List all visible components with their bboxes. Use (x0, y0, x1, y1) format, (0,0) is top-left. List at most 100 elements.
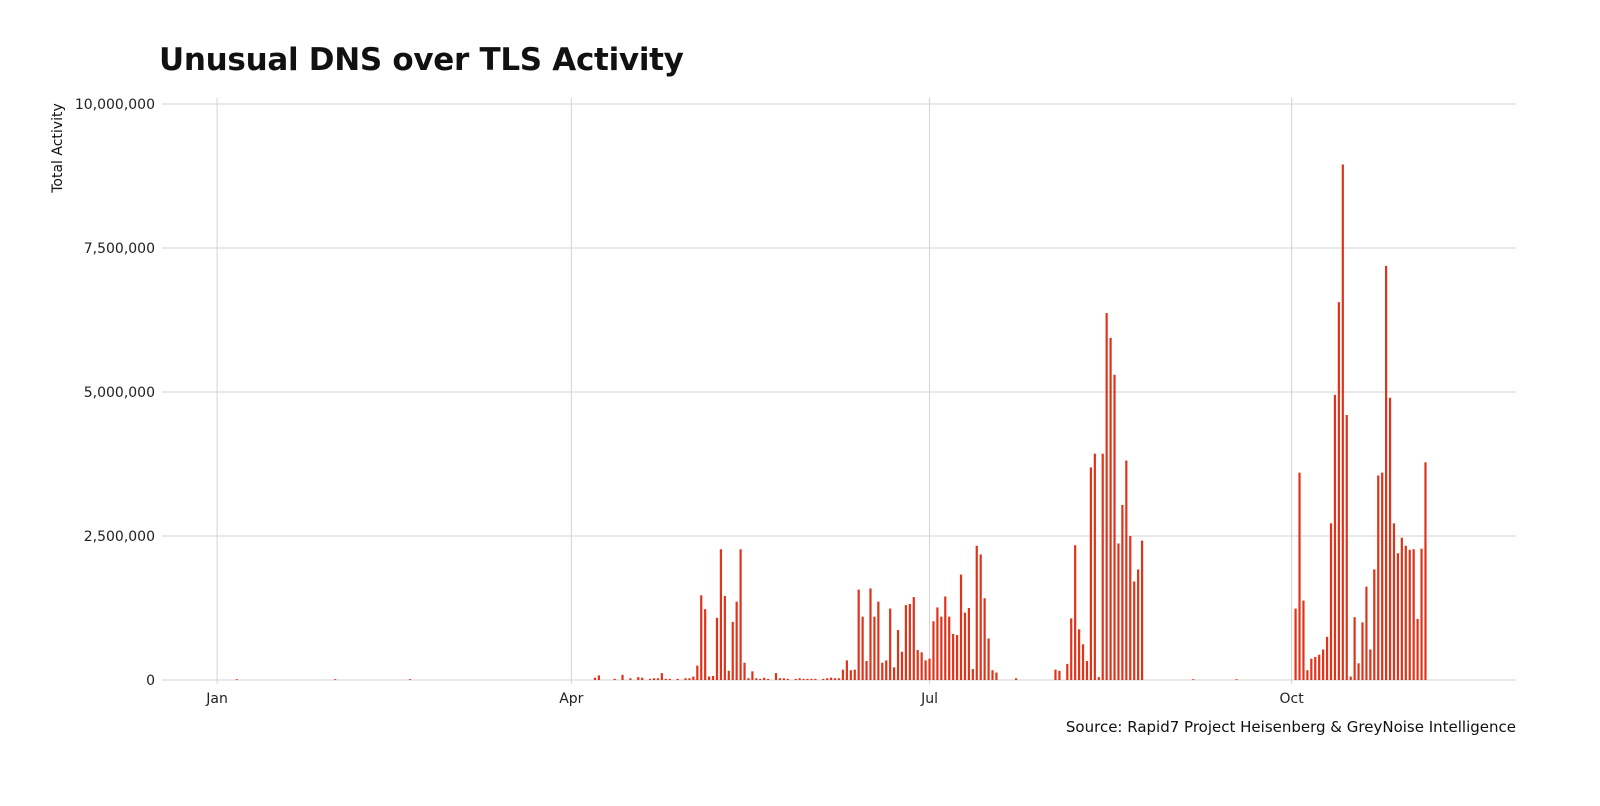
bar (924, 660, 927, 680)
bar (676, 678, 679, 680)
bar (668, 678, 671, 680)
bar (660, 673, 663, 680)
bar (1377, 475, 1380, 680)
bar (1404, 545, 1407, 680)
y-tick-label: 10,000,000 (75, 97, 155, 113)
source-note: Source: Rapid7 Project Heisenberg & Grey… (1065, 718, 1516, 736)
bar (1369, 649, 1372, 680)
bar (841, 669, 845, 680)
bar (1381, 472, 1384, 680)
bar (1129, 536, 1132, 680)
bar (637, 677, 640, 680)
bar (235, 679, 238, 680)
x-tick-label: Oct (1280, 691, 1305, 707)
bar (1325, 636, 1329, 680)
bar (723, 595, 726, 680)
bar (893, 667, 896, 680)
bar (833, 678, 837, 680)
bar (849, 670, 852, 680)
bar (1117, 543, 1120, 680)
bar (1054, 669, 1057, 680)
bar (731, 621, 734, 680)
bar (648, 678, 652, 680)
bar (1408, 549, 1411, 680)
bar (967, 608, 970, 680)
bar (971, 669, 974, 680)
bar (1070, 618, 1073, 680)
bar (1400, 537, 1403, 680)
y-tick-label: 7,500,000 (84, 241, 155, 257)
bar (1058, 670, 1061, 680)
bar (1066, 663, 1069, 680)
bar (1306, 670, 1309, 680)
bar (873, 616, 876, 680)
bar (1235, 679, 1238, 680)
x-tick-label: Apr (559, 691, 583, 707)
bar (932, 621, 935, 680)
bar (1396, 553, 1400, 680)
bar (1388, 397, 1392, 680)
bar (334, 679, 337, 680)
bar (991, 670, 994, 680)
y-tick-label: 2,500,000 (84, 529, 155, 545)
bar (912, 597, 915, 680)
x-tick-label: Jul (920, 691, 938, 707)
bar (408, 679, 412, 680)
bar (955, 635, 959, 680)
bar (1345, 415, 1348, 680)
bar (1101, 453, 1104, 680)
bar (597, 675, 601, 680)
bar (747, 678, 750, 680)
bar (995, 672, 998, 680)
bar (652, 678, 656, 680)
bar (814, 678, 817, 680)
bar (1081, 644, 1085, 680)
bar (1121, 504, 1124, 680)
bar (1314, 656, 1317, 680)
bar (719, 549, 723, 680)
bar (715, 617, 719, 680)
bar (1353, 617, 1356, 680)
chart-title: Unusual DNS over TLS Activity (159, 42, 684, 78)
bar (794, 678, 797, 680)
bars (235, 164, 1427, 681)
bar (1298, 472, 1301, 680)
bar (861, 616, 864, 680)
bar (692, 676, 695, 680)
bar (1192, 679, 1195, 680)
bar (778, 678, 782, 680)
bar (704, 609, 707, 680)
bar (629, 678, 632, 680)
bar (822, 678, 825, 680)
bar (975, 545, 978, 680)
bar (782, 678, 785, 680)
bar (1137, 569, 1140, 680)
bar (1318, 654, 1321, 680)
bar (1357, 663, 1360, 680)
bar (948, 616, 951, 680)
bar (908, 603, 911, 680)
bar (711, 675, 715, 680)
y-tick-label: 0 (146, 673, 155, 689)
bar (865, 660, 868, 680)
x-axis-ticks: Jan Apr Jul Oct (205, 691, 1304, 707)
bar (1329, 523, 1333, 680)
bar (837, 678, 841, 680)
bar (743, 662, 746, 680)
bar (944, 596, 947, 680)
bar (987, 638, 990, 680)
bar (881, 662, 884, 680)
bar (1424, 462, 1427, 680)
bar (727, 670, 730, 680)
bar (739, 549, 742, 680)
bar (1365, 586, 1368, 680)
bar (916, 650, 919, 680)
bar (1125, 460, 1128, 680)
bar (1337, 302, 1340, 680)
bar (1105, 313, 1108, 680)
bar (979, 554, 982, 680)
bar (621, 674, 624, 680)
bar (1109, 337, 1112, 680)
bar (735, 601, 738, 680)
bar (798, 678, 801, 680)
